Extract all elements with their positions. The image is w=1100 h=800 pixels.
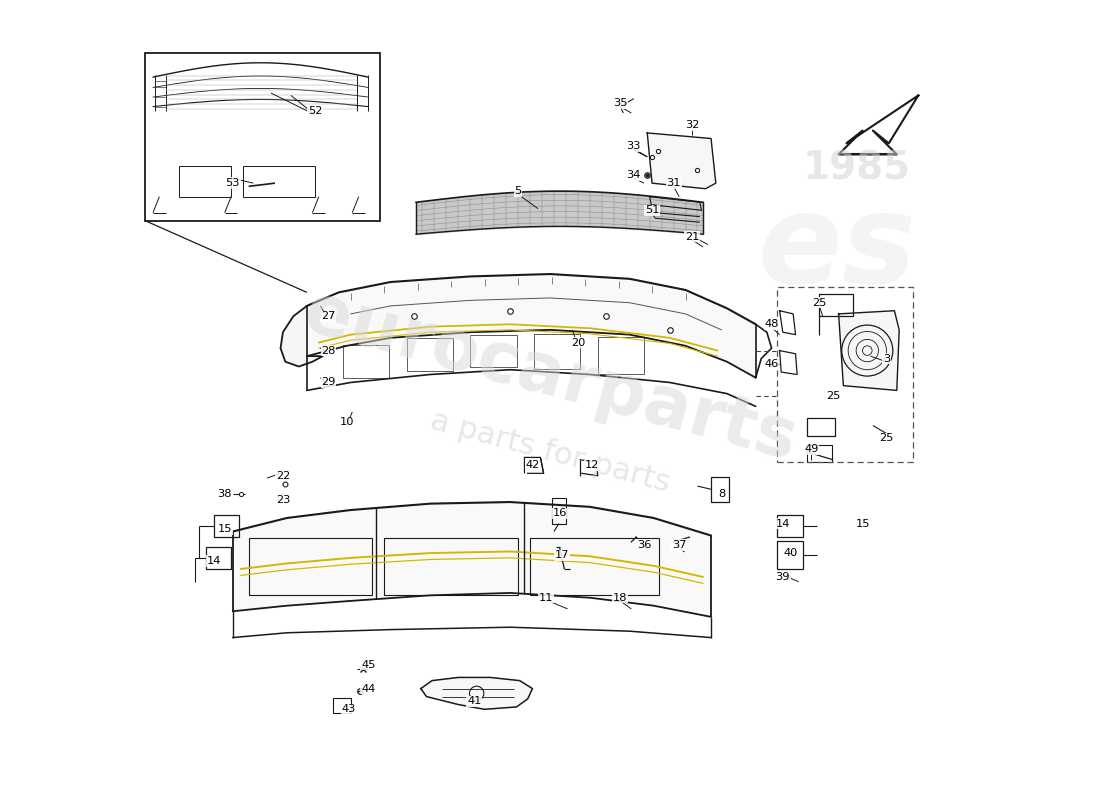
Text: 14: 14 — [207, 556, 221, 566]
Text: 51: 51 — [645, 206, 659, 215]
Bar — [145, 54, 381, 221]
Polygon shape — [838, 95, 918, 154]
Text: 25: 25 — [812, 298, 826, 308]
Bar — [407, 338, 453, 371]
Text: 35: 35 — [613, 98, 627, 109]
Bar — [806, 418, 835, 436]
Text: 49: 49 — [804, 445, 818, 454]
Text: 20: 20 — [571, 338, 585, 347]
Polygon shape — [647, 133, 716, 189]
Text: 41: 41 — [468, 696, 482, 706]
Bar — [206, 546, 231, 569]
Text: 15: 15 — [856, 518, 870, 529]
Bar — [597, 338, 645, 374]
Text: 10: 10 — [340, 418, 354, 427]
Bar — [778, 541, 803, 569]
Text: 3: 3 — [883, 354, 890, 363]
Bar — [179, 166, 231, 197]
Bar — [384, 538, 518, 595]
Text: 45: 45 — [361, 660, 375, 670]
Text: 40: 40 — [783, 548, 798, 558]
Bar — [530, 538, 659, 595]
Text: 53: 53 — [226, 178, 240, 188]
Text: 38: 38 — [218, 489, 232, 499]
Text: 34: 34 — [627, 170, 641, 180]
Text: 27: 27 — [321, 311, 336, 322]
Text: 36: 36 — [637, 540, 651, 550]
Text: eurocarparts: eurocarparts — [297, 278, 803, 474]
Text: 44: 44 — [361, 683, 375, 694]
Text: 17: 17 — [554, 550, 569, 561]
Text: 33: 33 — [627, 142, 641, 151]
Bar — [806, 445, 833, 462]
Text: 1985: 1985 — [803, 150, 911, 188]
Text: es: es — [758, 188, 916, 309]
Text: 23: 23 — [276, 494, 290, 505]
Text: 8: 8 — [718, 489, 725, 499]
Polygon shape — [838, 310, 899, 390]
Bar — [551, 498, 565, 523]
Text: 42: 42 — [526, 460, 540, 470]
Text: 18: 18 — [613, 593, 627, 602]
Text: 14: 14 — [776, 518, 790, 529]
Text: 43: 43 — [342, 704, 356, 714]
Bar — [343, 346, 389, 378]
Text: 22: 22 — [276, 470, 290, 481]
Bar — [213, 515, 239, 537]
Polygon shape — [280, 306, 322, 366]
Polygon shape — [421, 678, 532, 710]
Text: 37: 37 — [672, 540, 686, 550]
Bar — [778, 515, 803, 537]
Text: 52: 52 — [308, 106, 322, 117]
Text: 31: 31 — [667, 178, 681, 188]
Text: 11: 11 — [539, 593, 553, 602]
Bar — [249, 538, 372, 595]
Text: 39: 39 — [776, 572, 790, 582]
Bar — [333, 698, 351, 713]
Text: 5: 5 — [515, 186, 521, 196]
Text: 28: 28 — [321, 346, 336, 355]
Text: 16: 16 — [552, 508, 567, 518]
Bar — [711, 477, 728, 502]
Bar — [243, 166, 315, 197]
Text: 25: 25 — [826, 391, 840, 401]
Text: 21: 21 — [684, 231, 700, 242]
Text: 15: 15 — [218, 524, 232, 534]
Text: 32: 32 — [684, 120, 700, 130]
Bar — [471, 334, 517, 367]
Bar — [820, 294, 852, 316]
Text: 29: 29 — [321, 378, 336, 387]
Text: 25: 25 — [879, 434, 893, 443]
Text: 12: 12 — [584, 460, 598, 470]
Bar — [535, 334, 581, 370]
Text: 48: 48 — [764, 319, 779, 330]
Text: 46: 46 — [764, 359, 779, 369]
Text: a parts for parts: a parts for parts — [427, 406, 673, 498]
